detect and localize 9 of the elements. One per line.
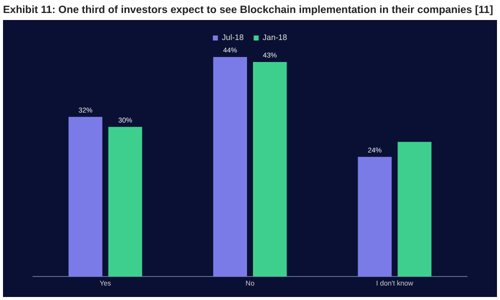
legend-label: Jan-18	[262, 33, 288, 42]
bar	[68, 116, 102, 277]
chart-title: Exhibit 11: One third of investors expect to see Blockchain implementation in their companies [11]	[2, 3, 494, 18]
bar	[213, 56, 248, 277]
bar	[358, 156, 392, 277]
bar	[398, 142, 432, 277]
bar	[108, 126, 142, 277]
bar	[252, 62, 287, 277]
legend-label: Jul-18	[222, 33, 244, 42]
